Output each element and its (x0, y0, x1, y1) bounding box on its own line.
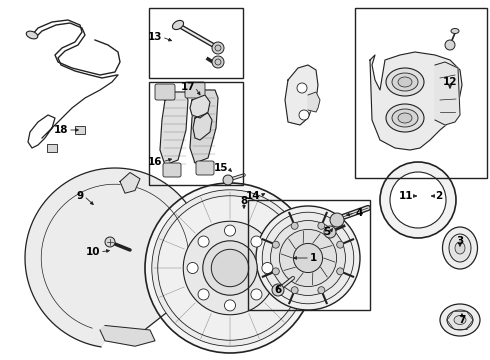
Ellipse shape (392, 73, 418, 91)
Circle shape (270, 221, 345, 296)
Bar (149, 82, 243, 185)
Text: 2: 2 (435, 191, 442, 201)
Ellipse shape (449, 234, 471, 262)
Bar (355, 8, 487, 178)
Circle shape (198, 289, 209, 300)
Circle shape (324, 226, 336, 238)
Ellipse shape (398, 113, 412, 123)
Text: 15: 15 (214, 163, 228, 173)
Circle shape (224, 225, 236, 236)
FancyBboxPatch shape (185, 82, 205, 98)
Ellipse shape (440, 304, 480, 336)
Polygon shape (190, 90, 218, 163)
Circle shape (223, 175, 233, 185)
Polygon shape (308, 92, 320, 112)
Text: 18: 18 (53, 125, 68, 135)
Circle shape (203, 241, 257, 295)
Circle shape (251, 289, 262, 300)
Circle shape (445, 40, 455, 50)
Circle shape (337, 268, 343, 275)
Circle shape (291, 287, 298, 294)
Circle shape (294, 243, 322, 273)
Polygon shape (120, 172, 140, 193)
Bar (47, 144, 57, 152)
Text: 4: 4 (355, 208, 363, 218)
Circle shape (187, 262, 198, 274)
Text: 6: 6 (274, 285, 282, 295)
Text: 3: 3 (456, 236, 464, 246)
Circle shape (211, 249, 249, 287)
Circle shape (251, 236, 262, 247)
Ellipse shape (386, 68, 424, 96)
Polygon shape (435, 62, 460, 125)
Text: 12: 12 (443, 77, 457, 87)
Circle shape (299, 110, 309, 120)
Polygon shape (370, 52, 462, 150)
Circle shape (212, 42, 224, 54)
Text: 17: 17 (180, 82, 195, 92)
Circle shape (215, 59, 221, 65)
Text: 10: 10 (85, 247, 100, 257)
Circle shape (256, 206, 360, 310)
Circle shape (279, 229, 337, 287)
Circle shape (158, 196, 302, 340)
Text: 16: 16 (147, 157, 162, 167)
Circle shape (380, 162, 456, 238)
Text: 1: 1 (310, 253, 317, 263)
Circle shape (105, 237, 115, 247)
Circle shape (224, 300, 236, 311)
FancyBboxPatch shape (155, 84, 175, 100)
Circle shape (272, 241, 279, 248)
Circle shape (318, 287, 325, 294)
Polygon shape (285, 65, 318, 125)
Circle shape (390, 172, 446, 228)
Circle shape (215, 45, 221, 51)
Circle shape (291, 222, 298, 229)
Ellipse shape (454, 315, 466, 324)
Circle shape (152, 190, 308, 346)
Ellipse shape (451, 28, 459, 33)
Text: 13: 13 (147, 32, 162, 42)
Text: 9: 9 (77, 191, 84, 201)
Ellipse shape (392, 109, 418, 127)
Circle shape (337, 241, 343, 248)
Ellipse shape (447, 310, 473, 330)
Circle shape (212, 56, 224, 68)
Bar (248, 200, 370, 310)
Circle shape (272, 268, 279, 275)
Ellipse shape (26, 31, 38, 39)
Polygon shape (193, 113, 212, 140)
Text: 7: 7 (458, 315, 466, 325)
Circle shape (262, 262, 273, 274)
FancyBboxPatch shape (163, 163, 181, 177)
Ellipse shape (172, 21, 184, 30)
Polygon shape (190, 95, 210, 118)
Bar (149, 8, 243, 78)
Polygon shape (25, 168, 205, 347)
Ellipse shape (398, 77, 412, 87)
Ellipse shape (386, 104, 424, 132)
Circle shape (318, 222, 325, 229)
Circle shape (272, 284, 284, 296)
Circle shape (262, 212, 354, 304)
Bar (75, 126, 85, 134)
Text: 14: 14 (245, 191, 260, 201)
Circle shape (330, 213, 344, 227)
Circle shape (297, 83, 307, 93)
Text: 5: 5 (323, 227, 330, 237)
Text: 11: 11 (398, 191, 413, 201)
Ellipse shape (442, 227, 477, 269)
Circle shape (183, 221, 277, 315)
Polygon shape (160, 92, 188, 165)
Polygon shape (100, 325, 155, 346)
Ellipse shape (455, 242, 465, 254)
FancyBboxPatch shape (196, 161, 214, 175)
Circle shape (198, 236, 209, 247)
Circle shape (145, 183, 315, 353)
Text: 8: 8 (241, 196, 247, 206)
